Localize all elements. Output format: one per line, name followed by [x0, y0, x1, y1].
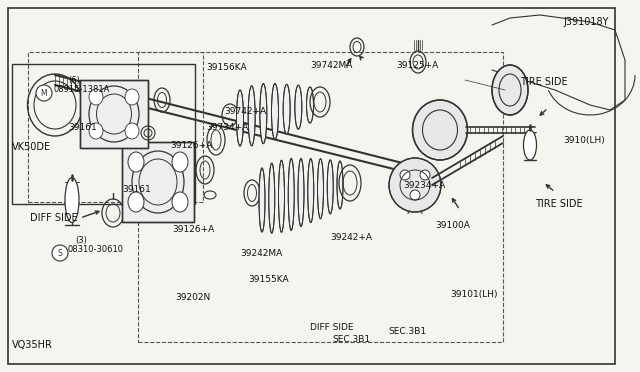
Ellipse shape	[295, 85, 302, 129]
Text: 3910(LH): 3910(LH)	[563, 135, 605, 144]
Text: 39101(LH): 39101(LH)	[450, 289, 497, 298]
Ellipse shape	[172, 192, 188, 212]
Ellipse shape	[524, 130, 536, 160]
Bar	[138, 52, 503, 342]
Ellipse shape	[128, 152, 144, 172]
Ellipse shape	[298, 158, 304, 227]
Text: 08310-30610: 08310-30610	[68, 244, 124, 253]
Ellipse shape	[400, 170, 410, 180]
Ellipse shape	[248, 86, 255, 146]
Ellipse shape	[317, 159, 323, 219]
Ellipse shape	[308, 158, 314, 222]
Bar	[80, 80, 148, 148]
Ellipse shape	[269, 163, 275, 233]
Text: 08915-1381A: 08915-1381A	[53, 86, 109, 94]
Text: DIFF SIDE: DIFF SIDE	[310, 324, 353, 333]
Text: 39161: 39161	[122, 185, 151, 193]
Ellipse shape	[260, 84, 267, 144]
Ellipse shape	[259, 168, 265, 232]
Ellipse shape	[278, 160, 285, 232]
Ellipse shape	[307, 87, 314, 123]
Text: 39242+A: 39242+A	[330, 232, 372, 241]
Text: 39202N: 39202N	[175, 294, 211, 302]
Text: SEC.3B1: SEC.3B1	[388, 327, 426, 337]
Ellipse shape	[283, 84, 290, 134]
Ellipse shape	[128, 192, 144, 212]
Text: SEC.3B1: SEC.3B1	[332, 336, 370, 344]
Ellipse shape	[65, 177, 79, 222]
Text: TIRE SIDE: TIRE SIDE	[535, 199, 582, 209]
Text: 39156KA: 39156KA	[206, 64, 246, 73]
Ellipse shape	[172, 152, 188, 172]
Ellipse shape	[89, 123, 103, 139]
Bar	[28, 52, 203, 202]
Ellipse shape	[410, 190, 420, 200]
Text: VQ35HR: VQ35HR	[12, 340, 53, 350]
Circle shape	[52, 245, 68, 261]
Ellipse shape	[413, 100, 467, 160]
Text: 39734+A: 39734+A	[206, 124, 248, 132]
Ellipse shape	[420, 170, 430, 180]
Ellipse shape	[337, 161, 343, 209]
Bar	[122, 142, 194, 222]
Text: M: M	[41, 89, 47, 97]
Circle shape	[36, 85, 52, 101]
Ellipse shape	[389, 158, 441, 212]
Bar	[80, 80, 148, 148]
Ellipse shape	[271, 83, 278, 140]
Text: 39742+A: 39742+A	[224, 108, 266, 116]
Text: VK50DE: VK50DE	[12, 142, 51, 152]
Ellipse shape	[125, 89, 139, 105]
Text: 39155KA: 39155KA	[248, 275, 289, 283]
Ellipse shape	[327, 160, 333, 214]
Text: 39742MA: 39742MA	[310, 61, 353, 70]
Bar	[122, 142, 194, 222]
Ellipse shape	[89, 89, 103, 105]
Text: 39100A: 39100A	[435, 221, 470, 231]
Ellipse shape	[125, 123, 139, 139]
Text: 39126+A: 39126+A	[172, 225, 214, 234]
Text: TIRE SIDE: TIRE SIDE	[520, 77, 568, 87]
Text: S: S	[58, 248, 62, 257]
Text: 39242MA: 39242MA	[240, 250, 282, 259]
Text: 39234+A: 39234+A	[403, 182, 445, 190]
Text: J391018Y: J391018Y	[563, 17, 609, 27]
Text: 39125+A: 39125+A	[396, 61, 438, 70]
Ellipse shape	[288, 158, 294, 230]
Text: (3): (3)	[75, 235, 87, 244]
Text: DIFF SIDE: DIFF SIDE	[30, 213, 77, 223]
Text: 39126+A: 39126+A	[170, 141, 212, 150]
Bar	[12, 64, 195, 204]
Text: (6): (6)	[68, 77, 80, 86]
Ellipse shape	[492, 65, 528, 115]
Ellipse shape	[237, 90, 243, 146]
Text: 39161: 39161	[68, 122, 97, 131]
